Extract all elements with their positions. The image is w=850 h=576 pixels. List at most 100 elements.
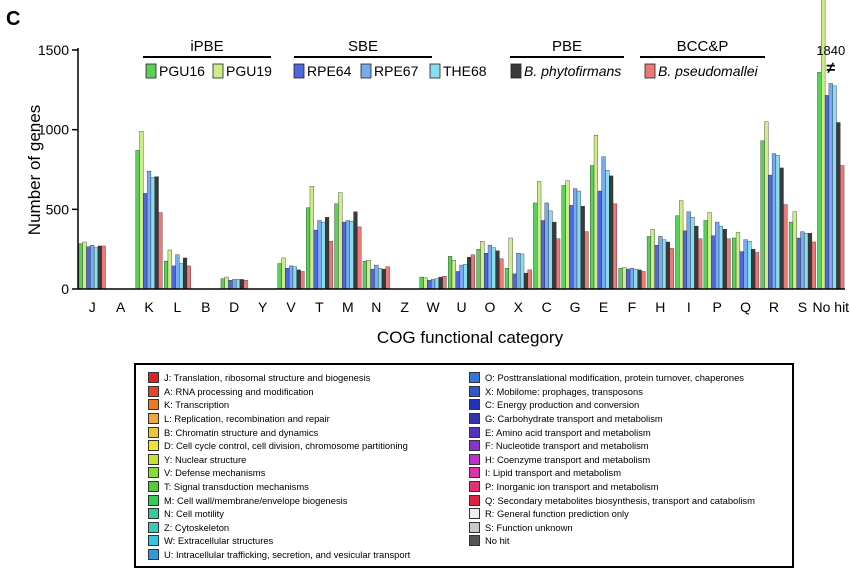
x-tick-label: Z [400, 299, 409, 315]
bar [235, 279, 241, 290]
bar [349, 221, 354, 290]
bar [334, 203, 339, 290]
bar [434, 278, 439, 290]
bar [448, 256, 453, 290]
bar [580, 205, 585, 290]
legend-label: Y: Nuclear structure [164, 453, 247, 465]
x-tick-label: C [542, 299, 552, 315]
series-legend-label: B. pseudomallei [658, 63, 759, 79]
x-tick-label: T [315, 299, 324, 315]
bar [146, 170, 152, 290]
bar [158, 212, 163, 290]
bar [771, 153, 777, 290]
series-legend-label: RPE67 [374, 63, 419, 79]
legend-swatch [469, 481, 480, 493]
legend-entry: D: Cell cycle control, cell division, ch… [148, 439, 410, 453]
legend-entry: O: Posttranslational modification, prote… [469, 371, 755, 385]
bar [747, 241, 752, 290]
x-tick-label: G [570, 299, 581, 315]
bar [101, 245, 106, 290]
legend-entry: M: Cell wall/membrane/envelope biogenesi… [148, 493, 410, 507]
legend-entry: P: Inorganic ion transport and metabolis… [469, 480, 755, 494]
bar [633, 268, 638, 290]
legend-swatch [469, 453, 480, 465]
bar [690, 217, 695, 290]
legend-entry: T: Signal transduction mechanisms [148, 480, 410, 494]
bar [669, 248, 674, 290]
legend-swatch [148, 440, 159, 452]
legend-column-left: J: Translation, ribosomal structure and … [148, 371, 410, 561]
legend-label: K: Transcription [164, 399, 230, 411]
legend-entry: R: General function prediction only [469, 507, 755, 521]
axis-break-symbol: ≠ [826, 60, 835, 77]
legend-swatch [148, 399, 159, 411]
bar [277, 263, 282, 290]
axes-layer: 0 500 1000 1500 J A K L B D Y V T M N Z W U O X C G E F H I P Q R S No… [38, 42, 849, 315]
bar [243, 280, 248, 290]
legend-label: V: Defense mechanisms [164, 467, 266, 479]
bar [804, 233, 809, 290]
bar [232, 279, 237, 290]
legend-entry: V: Defense mechanisms [148, 466, 410, 480]
legend-label: X: Mobilome: prophages, transposons [485, 385, 643, 397]
series-legend-swatch [429, 63, 441, 79]
x-tick-label: K [144, 299, 154, 315]
bar [385, 266, 390, 290]
bar [715, 221, 720, 290]
series-legend-swatch [510, 63, 522, 79]
bar [584, 231, 589, 290]
bar [601, 156, 606, 290]
bar [605, 170, 610, 290]
legend-label: F: Nucleotide transport and metabolism [485, 440, 649, 452]
legend-entry: Z: Cytoskeleton [148, 521, 410, 535]
legend-label: P: Inorganic ion transport and metabolis… [485, 481, 659, 493]
legend-entry: G: Carbohydrate transport and metabolism [469, 412, 755, 426]
bar [788, 221, 794, 290]
bar [629, 268, 635, 290]
bar [220, 278, 225, 290]
x-tick-label: V [286, 299, 296, 315]
legend-label: R: General function prediction only [485, 508, 629, 520]
bar [374, 264, 379, 290]
bar [718, 225, 724, 290]
bar [321, 221, 326, 290]
bar [313, 229, 318, 290]
bar [590, 165, 595, 290]
bar [612, 203, 618, 290]
series-legend-label: PGU19 [226, 63, 272, 79]
bar [324, 217, 330, 290]
legend-label: G: Carbohydrate transport and metabolism [485, 413, 663, 425]
series-legend-label: B. phytofirmans [524, 63, 621, 79]
x-tick-label: A [116, 299, 126, 315]
cog-bar-chart: C Number of genes COG functional categor… [6, 0, 849, 347]
bar [476, 248, 481, 290]
bar [832, 85, 837, 290]
x-tick-label: I [687, 299, 691, 315]
legend-swatch [148, 426, 159, 438]
bar [711, 235, 716, 290]
x-tick-label: O [484, 299, 495, 315]
x-tick-label: U [456, 299, 466, 315]
bar [186, 265, 191, 290]
bar [484, 252, 489, 290]
legend-label: O: Posttranslational modification, prote… [485, 372, 744, 384]
bar [82, 241, 87, 290]
bar [783, 204, 788, 290]
legend-swatch [469, 385, 480, 397]
bar [556, 238, 561, 290]
bar [732, 237, 737, 290]
x-tick-label: W [426, 299, 440, 315]
cog-category-legend: J: Translation, ribosomal structure and … [134, 363, 794, 568]
bar [654, 245, 659, 290]
series-legend: PGU16 PGU19 RPE64 RPE67 THE68 B. phytofirmans… [145, 63, 759, 79]
x-tick-label: No hit [813, 299, 850, 315]
series-legend-label: PGU16 [159, 63, 205, 79]
bar [328, 241, 333, 290]
legend-swatch [148, 372, 159, 384]
bar [537, 181, 542, 290]
bar [78, 243, 83, 290]
bar [423, 277, 428, 290]
legend-entry: No hit [469, 534, 755, 548]
bar [686, 211, 691, 290]
bar [824, 95, 830, 290]
